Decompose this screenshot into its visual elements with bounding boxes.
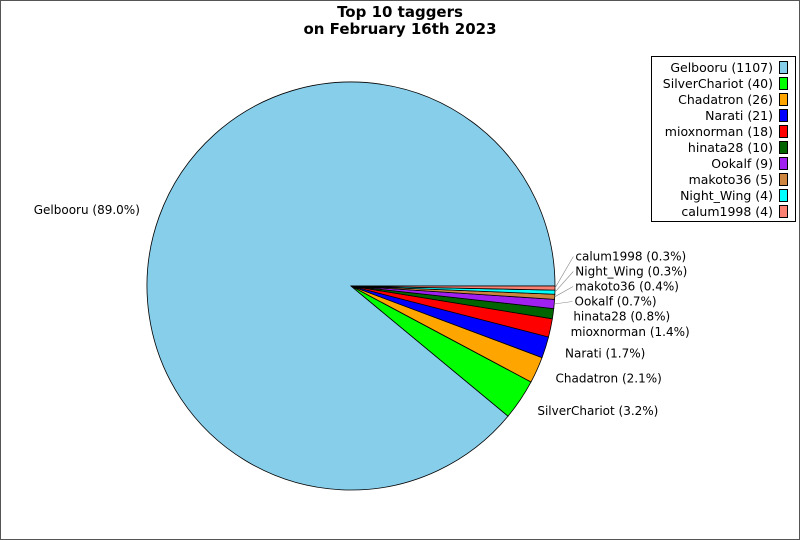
legend-entry: mioxnorman (18) bbox=[652, 123, 795, 139]
label-leader-line bbox=[554, 286, 574, 298]
legend-label: makoto36 (5) bbox=[688, 171, 773, 187]
slice-label: Night_Wing (0.3%) bbox=[575, 265, 687, 279]
legend-label: Chadatron (26) bbox=[678, 91, 773, 107]
legend-swatch bbox=[779, 204, 788, 218]
chart-title-line-2: on February 16th 2023 bbox=[303, 20, 497, 38]
legend-swatch bbox=[779, 108, 788, 122]
legend-swatch bbox=[779, 172, 788, 186]
slice-label: Chadatron (2.1%) bbox=[556, 371, 662, 385]
label-leader-line bbox=[554, 256, 574, 289]
legend-entry: hinata28 (10) bbox=[652, 139, 795, 155]
legend-swatch bbox=[779, 156, 788, 170]
legend-swatch bbox=[779, 140, 788, 154]
legend-entry: Night_Wing (4) bbox=[652, 187, 795, 203]
chart-title-line-1: Top 10 taggers bbox=[337, 3, 463, 21]
slice-label: mioxnorman (1.4%) bbox=[571, 325, 690, 339]
legend-label: calum1998 (4) bbox=[681, 203, 773, 219]
legend-entry: Gelbooru (1107) bbox=[652, 59, 795, 75]
slice-label: Ookalf (0.7%) bbox=[575, 295, 657, 309]
slice-label: makoto36 (0.4%) bbox=[575, 280, 679, 294]
slice-label: Gelbooru (89.0%) bbox=[34, 203, 140, 217]
legend-swatch bbox=[779, 92, 788, 106]
label-leader-line bbox=[554, 301, 573, 305]
legend-entry: Chadatron (26) bbox=[652, 91, 795, 107]
legend-swatch bbox=[779, 60, 788, 74]
legend-entry: Narati (21) bbox=[652, 107, 795, 123]
legend-label: Narati (21) bbox=[705, 107, 773, 123]
legend-label: hinata28 (10) bbox=[687, 139, 773, 155]
legend-swatch bbox=[779, 76, 788, 90]
slice-label: calum1998 (0.3%) bbox=[575, 250, 686, 264]
slice-label: Narati (1.7%) bbox=[565, 347, 645, 361]
legend-label: SilverChariot (40) bbox=[662, 75, 773, 91]
legend-entry: makoto36 (5) bbox=[652, 171, 795, 187]
label-leader-line bbox=[554, 271, 574, 293]
legend-entry: calum1998 (4) bbox=[652, 203, 795, 219]
chart-title: Top 10 taggers on February 16th 2023 bbox=[1, 4, 799, 38]
legend: Gelbooru (1107) SilverChariot (40) Chadatr… bbox=[651, 56, 796, 222]
slice-label: SilverChariot (3.2%) bbox=[537, 404, 658, 418]
legend-swatch bbox=[779, 188, 788, 202]
legend-label: Night_Wing (4) bbox=[680, 187, 773, 203]
legend-entry: SilverChariot (40) bbox=[652, 75, 795, 91]
legend-label: Ookalf (9) bbox=[711, 155, 773, 171]
legend-entry: Ookalf (9) bbox=[652, 155, 795, 171]
slice-label: hinata28 (0.8%) bbox=[573, 310, 670, 324]
legend-label: mioxnorman (18) bbox=[664, 123, 773, 139]
legend-swatch bbox=[779, 124, 788, 138]
legend-label: Gelbooru (1107) bbox=[670, 59, 773, 75]
pie-slice-calum1998 bbox=[350, 285, 556, 291]
